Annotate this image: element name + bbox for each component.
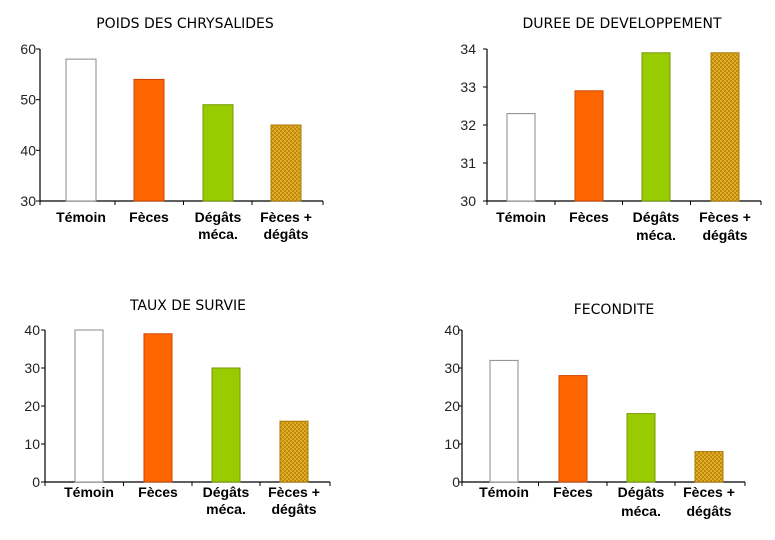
chart-duree-developpement: DUREE DE DEVELOPPEMENT 30 31 32 33 34 Témoin… (460, 16, 762, 243)
bar-degats-meca (202, 104, 234, 202)
x-category-label: Fèces + dégâts (699, 209, 751, 243)
chart-taux-survie: TAUX DE SURVIE 0 10 20 30 40 Témoin Fèces Dégâ… (24, 298, 331, 517)
y-tick-label: 33 (460, 79, 476, 95)
bar-temoin (65, 58, 97, 202)
y-tick-label: 40 (20, 142, 36, 158)
x-category-label: Témoin (496, 209, 546, 225)
y-tick-label: 32 (460, 117, 476, 133)
bar-temoin (489, 359, 519, 483)
x-category-label: Fèces (129, 209, 169, 225)
y-tick-label: 40 (24, 322, 40, 338)
bar-degats-meca (626, 413, 656, 483)
x-category-label: Fèces + dégâts (683, 484, 735, 519)
bar-feces (558, 375, 588, 483)
x-category-label: Témoin (479, 484, 529, 500)
y-tick-label: 20 (24, 398, 40, 414)
bar-temoin (506, 113, 536, 202)
x-category-label: Témoin (56, 209, 106, 225)
bar-degats-meca (641, 52, 671, 202)
bar-feces-degats (694, 451, 724, 483)
y-tick-label: 30 (20, 193, 36, 209)
x-category-label: Dégâts méca. (618, 484, 665, 519)
chart-title: POIDS DES CHRYSALIDES (96, 16, 274, 32)
y-tick-label: 10 (24, 436, 40, 452)
x-category-label: Fèces (569, 209, 609, 225)
y-tick-label: 30 (444, 360, 460, 376)
chart-title: FECONDITE (574, 302, 654, 318)
bar-feces-degats (279, 420, 309, 483)
y-tick-label: 20 (444, 398, 460, 414)
chart-fecondite: FECONDITE 0 10 20 30 40 Témoin Fèces Dégâts méc… (444, 302, 746, 519)
x-category-label: Fèces + dégâts (260, 209, 312, 242)
y-tick-label: 60 (20, 41, 36, 57)
bar-feces (143, 333, 173, 483)
chart-title: TAUX DE SURVIE (129, 298, 246, 314)
x-category-label: Dégâts méca. (633, 209, 680, 243)
y-tick-label: 10 (444, 436, 460, 452)
chart-poids-chrysalides: POIDS DES CHRYSALIDES 30 40 50 60 Témoin Fèc… (20, 16, 324, 242)
y-tick-label: 0 (452, 474, 460, 490)
bar-feces (574, 90, 604, 202)
bar-degats-meca (211, 367, 241, 483)
y-tick-label: 34 (460, 41, 476, 57)
y-tick-label: 0 (32, 474, 40, 490)
y-tick-label: 31 (460, 155, 476, 171)
bar-temoin (74, 329, 104, 483)
chart-title: DUREE DE DEVELOPPEMENT (522, 16, 721, 32)
bar-feces (133, 78, 165, 202)
y-tick-label: 30 (24, 360, 40, 376)
y-tick-label: 30 (460, 193, 476, 209)
y-tick-label: 50 (20, 92, 36, 108)
bar-feces-degats (270, 124, 302, 202)
x-category-label: Fèces (553, 484, 593, 500)
x-category-label: Fèces (138, 484, 178, 500)
x-category-label: Dégâts méca. (195, 209, 242, 242)
x-category-label: Fèces + dégâts (268, 484, 320, 517)
y-tick-label: 40 (444, 322, 460, 338)
bar-feces-degats (710, 52, 740, 202)
x-category-label: Dégâts méca. (203, 484, 250, 517)
x-category-label: Témoin (64, 484, 114, 500)
